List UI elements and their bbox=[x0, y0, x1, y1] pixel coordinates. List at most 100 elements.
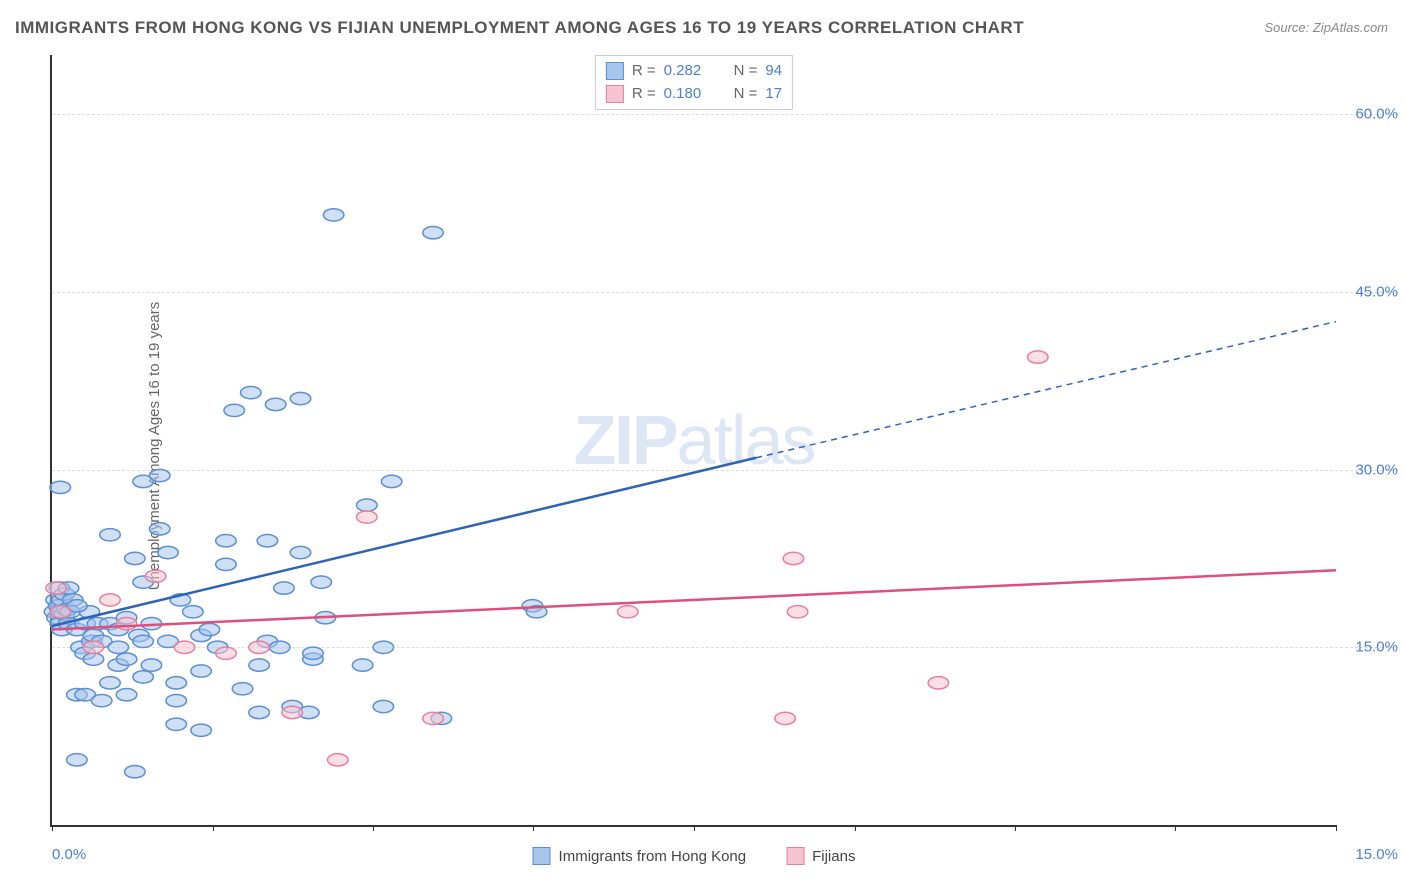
data-point bbox=[149, 523, 170, 535]
n-value: 17 bbox=[765, 83, 782, 106]
data-point bbox=[191, 665, 212, 677]
x-tick-mark bbox=[855, 825, 856, 831]
data-point bbox=[166, 677, 187, 689]
data-point bbox=[50, 606, 71, 618]
swatch-icon bbox=[606, 62, 624, 80]
x-tick-mark bbox=[1015, 825, 1016, 831]
data-point bbox=[166, 694, 187, 706]
data-point bbox=[323, 209, 344, 221]
legend-label: Fijians bbox=[812, 848, 855, 865]
legend-row-fijians: R = 0.180 N = 17 bbox=[606, 83, 782, 106]
data-point bbox=[166, 718, 187, 730]
data-point bbox=[149, 469, 170, 481]
data-point bbox=[290, 392, 311, 404]
data-point bbox=[91, 694, 112, 706]
trend-line-extension bbox=[756, 322, 1336, 458]
data-point bbox=[241, 386, 262, 398]
data-point bbox=[67, 754, 88, 766]
data-point bbox=[83, 641, 104, 653]
data-point bbox=[257, 535, 278, 547]
legend-row-hongkong: R = 0.282 N = 94 bbox=[606, 60, 782, 83]
data-point bbox=[270, 641, 291, 653]
correlation-legend: R = 0.282 N = 94 R = 0.180 N = 17 bbox=[595, 55, 793, 110]
y-tick-label: 30.0% bbox=[1355, 461, 1398, 478]
data-point bbox=[423, 712, 444, 724]
data-point bbox=[116, 653, 137, 665]
data-point bbox=[116, 689, 137, 701]
data-point bbox=[328, 754, 349, 766]
data-point bbox=[311, 576, 332, 588]
legend-item-hongkong: Immigrants from Hong Kong bbox=[533, 847, 747, 865]
data-point bbox=[224, 404, 245, 416]
x-tick-mark bbox=[694, 825, 695, 831]
y-tick-label: 45.0% bbox=[1355, 283, 1398, 300]
x-tick-mark bbox=[213, 825, 214, 831]
data-point bbox=[116, 617, 137, 629]
data-point bbox=[249, 659, 270, 671]
data-point bbox=[775, 712, 796, 724]
n-label: N = bbox=[734, 60, 758, 83]
series-legend: Immigrants from Hong Kong Fijians bbox=[533, 847, 856, 865]
data-point bbox=[290, 546, 311, 558]
x-tick-mark bbox=[1336, 825, 1337, 831]
data-point bbox=[249, 706, 270, 718]
data-point bbox=[125, 552, 146, 564]
data-point bbox=[199, 623, 220, 635]
data-point bbox=[274, 582, 295, 594]
data-point bbox=[191, 724, 212, 736]
data-point bbox=[158, 546, 179, 558]
data-point bbox=[46, 582, 67, 594]
data-point bbox=[232, 683, 253, 695]
y-tick-label: 60.0% bbox=[1355, 106, 1398, 123]
data-point bbox=[928, 677, 949, 689]
swatch-icon bbox=[533, 847, 551, 865]
r-value: 0.180 bbox=[664, 83, 714, 106]
chart-title: IMMIGRANTS FROM HONG KONG VS FIJIAN UNEM… bbox=[15, 18, 1024, 38]
n-label: N = bbox=[734, 83, 758, 106]
data-point bbox=[352, 659, 373, 671]
data-point bbox=[100, 594, 121, 606]
plot-area: ZIPatlas R = 0.282 N = 94 R = 0.180 N = … bbox=[50, 55, 1336, 827]
data-point bbox=[1028, 351, 1049, 363]
x-tick-mark bbox=[533, 825, 534, 831]
data-point bbox=[145, 570, 166, 582]
swatch-icon bbox=[786, 847, 804, 865]
data-point bbox=[125, 766, 146, 778]
data-point bbox=[357, 499, 378, 511]
x-tick-mark bbox=[52, 825, 53, 831]
x-axis-max-label: 15.0% bbox=[1355, 846, 1398, 863]
data-point bbox=[108, 641, 129, 653]
x-tick-mark bbox=[373, 825, 374, 831]
data-point bbox=[133, 671, 154, 683]
data-point bbox=[381, 475, 402, 487]
r-value: 0.282 bbox=[664, 60, 714, 83]
data-point bbox=[249, 641, 270, 653]
scatter-svg bbox=[52, 55, 1336, 825]
data-point bbox=[265, 398, 286, 410]
data-point bbox=[783, 552, 804, 564]
data-point bbox=[183, 606, 204, 618]
x-axis-min-label: 0.0% bbox=[52, 846, 86, 863]
data-point bbox=[50, 481, 71, 493]
data-point bbox=[141, 659, 162, 671]
legend-item-fijians: Fijians bbox=[786, 847, 855, 865]
y-tick-label: 15.0% bbox=[1355, 639, 1398, 656]
r-label: R = bbox=[632, 60, 656, 83]
data-point bbox=[83, 653, 104, 665]
legend-label: Immigrants from Hong Kong bbox=[559, 848, 747, 865]
data-point bbox=[216, 558, 237, 570]
data-point bbox=[282, 706, 303, 718]
data-point bbox=[216, 535, 237, 547]
n-value: 94 bbox=[765, 60, 782, 83]
data-point bbox=[423, 227, 444, 239]
data-point bbox=[100, 677, 121, 689]
data-point bbox=[100, 529, 121, 541]
data-point bbox=[617, 606, 638, 618]
data-point bbox=[787, 606, 808, 618]
data-point bbox=[357, 511, 378, 523]
data-point bbox=[216, 647, 237, 659]
swatch-icon bbox=[606, 85, 624, 103]
data-point bbox=[373, 641, 394, 653]
source-attribution: Source: ZipAtlas.com bbox=[1264, 20, 1388, 35]
data-point bbox=[133, 635, 154, 647]
